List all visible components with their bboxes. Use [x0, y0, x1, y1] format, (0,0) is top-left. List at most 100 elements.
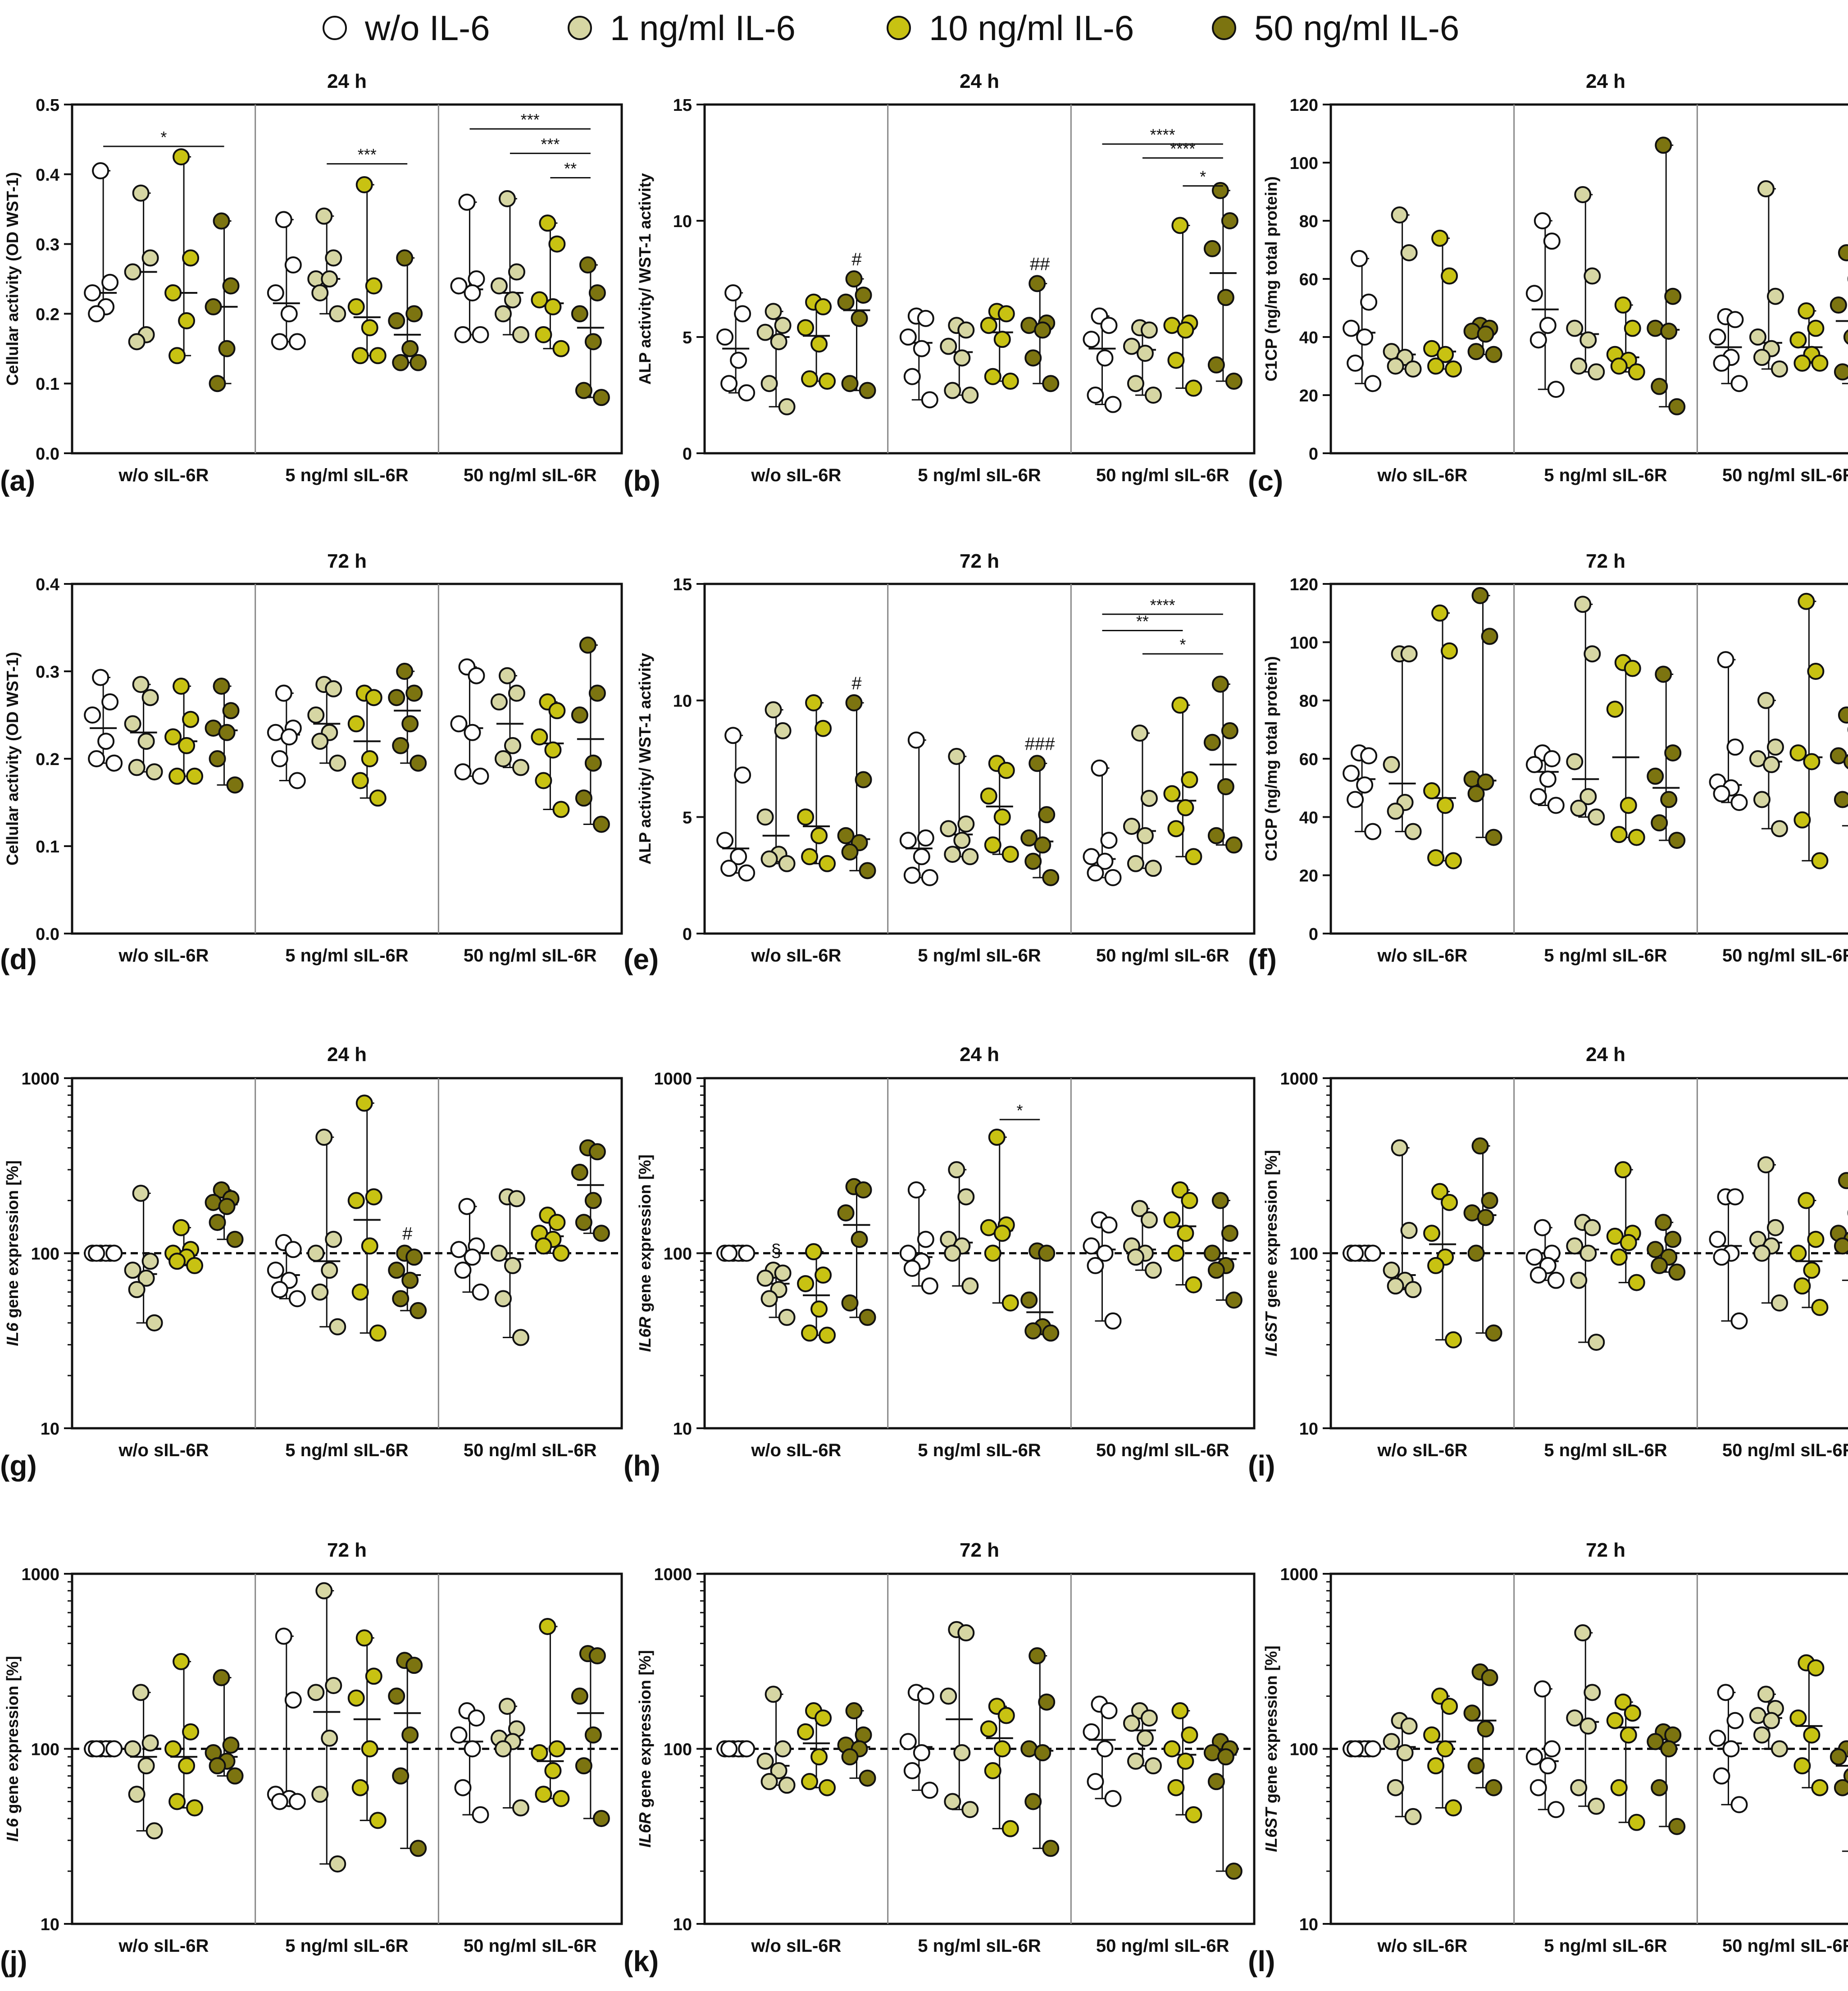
data-point — [1766, 1219, 1784, 1236]
data-point — [1024, 1322, 1042, 1339]
data-point — [1529, 1267, 1547, 1284]
data-point — [1131, 1200, 1148, 1217]
data-point — [1485, 829, 1502, 846]
x-group-label: 50 ng/ml sIL-6R — [1722, 465, 1848, 485]
data-point — [132, 184, 150, 202]
data-point — [1404, 1281, 1422, 1298]
data-point — [458, 193, 476, 211]
data-point — [921, 1781, 938, 1799]
data-point — [1100, 317, 1118, 334]
data-point — [355, 1629, 373, 1647]
data-point — [209, 750, 226, 767]
data-point — [464, 724, 481, 741]
data-point — [311, 1283, 329, 1301]
data-point — [1467, 785, 1485, 802]
y-tick-label: 15 — [673, 575, 692, 594]
data-point — [720, 1740, 738, 1758]
data-point — [1793, 1277, 1811, 1295]
data-point — [1404, 823, 1422, 840]
data-point — [405, 684, 423, 702]
data-point — [1834, 1237, 1848, 1255]
data-point — [1803, 753, 1821, 770]
data-point — [961, 1801, 979, 1818]
panel-letter-j: (j) — [0, 1945, 27, 1977]
data-point — [494, 1290, 512, 1308]
data-point — [1383, 1733, 1400, 1750]
data-point — [1356, 776, 1374, 794]
data-point — [472, 1283, 489, 1301]
data-point — [1038, 1244, 1056, 1262]
data-point — [275, 211, 292, 228]
x-group-label: 50 ng/ml sIL-6R — [1096, 465, 1229, 485]
data-point — [1749, 328, 1766, 346]
data-point — [548, 1740, 566, 1758]
data-point — [472, 767, 489, 785]
data-point — [1104, 1312, 1122, 1330]
data-point — [1655, 1214, 1672, 1231]
data-point — [730, 848, 747, 866]
data-point — [1753, 1244, 1771, 1262]
data-point — [584, 754, 602, 772]
data-point — [1579, 331, 1597, 349]
data-point — [1628, 1274, 1645, 1291]
data-point — [730, 351, 747, 369]
data-point — [454, 326, 472, 343]
data-point — [1543, 1740, 1561, 1758]
data-point — [571, 305, 588, 323]
chart-title: 24 h — [960, 70, 999, 92]
data-point — [1471, 587, 1489, 604]
x-group-label: 5 ng/ml sIL-6R — [918, 1440, 1041, 1460]
data-point — [1614, 296, 1632, 314]
data-point — [917, 1687, 934, 1705]
data-point — [1029, 275, 1046, 292]
data-point — [141, 1734, 159, 1752]
data-point — [903, 866, 921, 884]
chart-title: 24 h — [1586, 70, 1625, 92]
chart-title: 24 h — [1586, 1043, 1625, 1066]
data-point — [944, 382, 961, 399]
data-point — [275, 1627, 292, 1645]
data-point — [329, 305, 346, 323]
x-group-label: 50 ng/ml sIL-6R — [1096, 946, 1229, 966]
data-point — [405, 1657, 423, 1674]
data-point — [458, 1198, 476, 1215]
x-group-label: w/o sIL-6R — [1377, 1440, 1467, 1460]
y-tick-label: 100 — [664, 1740, 692, 1759]
data-point — [1543, 750, 1561, 767]
legend-item-1ng-il6: 1 ng/ml IL-6 — [568, 8, 796, 48]
data-point — [490, 693, 508, 711]
data-point — [765, 701, 782, 719]
data-point — [388, 1687, 405, 1705]
data-point — [1217, 1748, 1234, 1766]
data-point — [84, 706, 101, 724]
data-point — [351, 1779, 369, 1796]
data-point — [1543, 232, 1561, 250]
data-point — [797, 319, 815, 337]
data-point — [1131, 724, 1148, 742]
data-point — [1427, 357, 1445, 375]
legend-marker-50ng-il6 — [1212, 16, 1236, 40]
data-point — [271, 333, 288, 351]
data-point — [1096, 349, 1114, 367]
data-point — [1789, 1244, 1807, 1262]
data-point — [1771, 1294, 1788, 1312]
y-axis-label: IL6 gene expression [%] — [3, 1160, 22, 1346]
data-point — [508, 684, 525, 702]
data-point — [141, 1253, 159, 1270]
data-point — [1610, 1779, 1628, 1796]
data-point — [1171, 697, 1189, 714]
data-point — [1811, 1298, 1829, 1316]
data-point — [778, 398, 796, 415]
data-point — [1757, 1686, 1775, 1703]
y-axis-label: IL6R gene expression [%] — [636, 1650, 654, 1847]
data-point — [1793, 811, 1811, 829]
significance-label: * — [1179, 635, 1186, 654]
data-point — [315, 1582, 333, 1599]
data-point — [993, 331, 1011, 348]
data-point — [1477, 1209, 1494, 1226]
data-point — [944, 1793, 961, 1810]
y-tick-label: 100 — [664, 1245, 692, 1264]
data-point — [1001, 1294, 1019, 1312]
y-axis-label: ALP activity/ WST-1 activity — [636, 653, 654, 865]
y-axis-label: Cellular activity (OD WST-1) — [3, 172, 22, 386]
